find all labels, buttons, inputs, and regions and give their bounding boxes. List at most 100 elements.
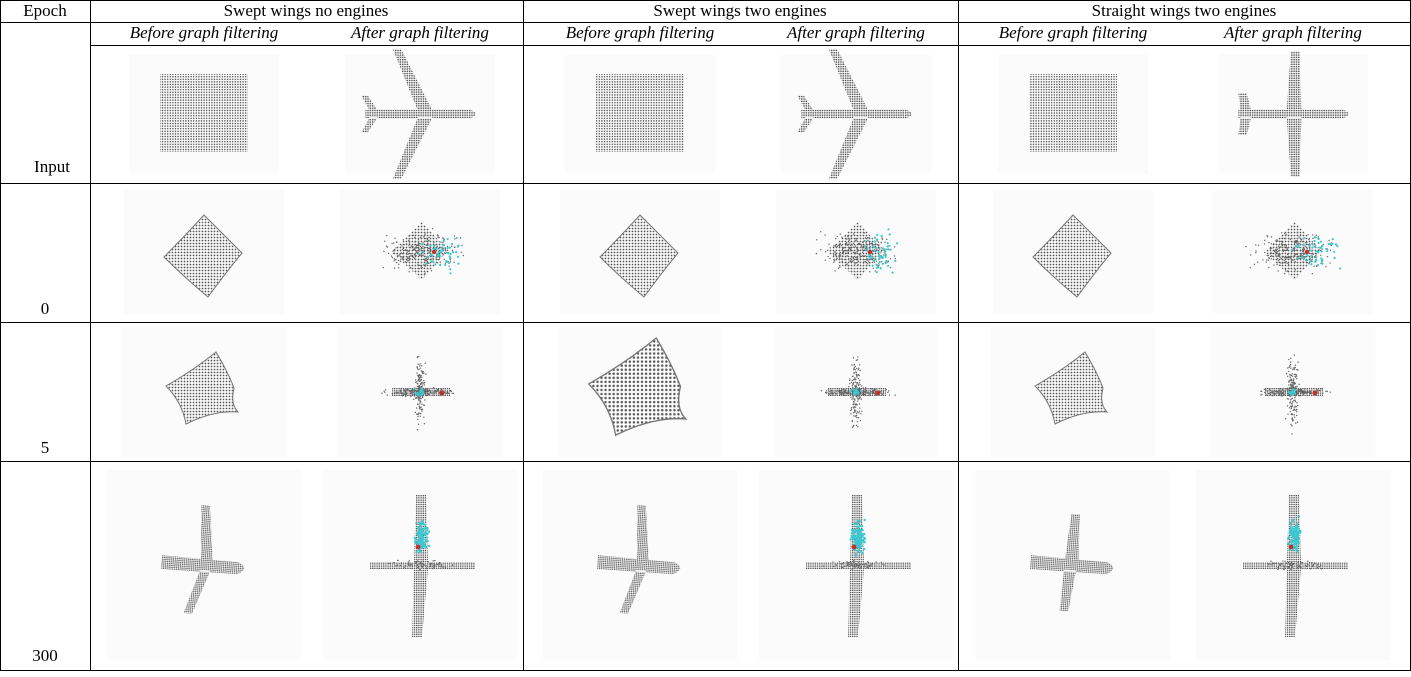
point bbox=[1288, 562, 1290, 565]
point bbox=[856, 383, 858, 385]
point bbox=[877, 250, 880, 254]
surface bbox=[1034, 351, 1109, 425]
point bbox=[425, 545, 428, 549]
point bbox=[449, 253, 452, 256]
point bbox=[407, 563, 410, 565]
point bbox=[391, 256, 394, 259]
point bbox=[1298, 564, 1300, 566]
point bbox=[860, 524, 864, 528]
point bbox=[393, 561, 395, 564]
point bbox=[820, 231, 822, 233]
point bbox=[1294, 386, 1296, 388]
point bbox=[854, 377, 856, 379]
point bbox=[855, 404, 857, 406]
point bbox=[1297, 561, 1299, 564]
point bbox=[861, 539, 864, 542]
point bbox=[438, 562, 441, 564]
point bbox=[415, 407, 418, 409]
point bbox=[1336, 245, 1339, 248]
point bbox=[438, 236, 440, 239]
point bbox=[853, 369, 855, 371]
point bbox=[421, 566, 423, 568]
point bbox=[1320, 254, 1322, 256]
point bbox=[854, 409, 856, 411]
point bbox=[442, 241, 444, 244]
point bbox=[1290, 381, 1293, 384]
point bbox=[1329, 242, 1332, 246]
row-label: 5 bbox=[41, 438, 50, 457]
point bbox=[1316, 566, 1318, 569]
point bbox=[417, 423, 420, 425]
point bbox=[397, 559, 399, 562]
point bbox=[1292, 409, 1294, 412]
point bbox=[408, 560, 410, 562]
point bbox=[397, 267, 400, 269]
point bbox=[862, 563, 864, 565]
point bbox=[881, 238, 884, 240]
point bbox=[884, 261, 888, 265]
point bbox=[1271, 563, 1273, 566]
point bbox=[858, 412, 860, 414]
point bbox=[432, 563, 434, 565]
point bbox=[876, 240, 878, 242]
point bbox=[856, 550, 860, 554]
point bbox=[1268, 266, 1270, 269]
point bbox=[419, 367, 421, 369]
point bbox=[884, 254, 887, 257]
point bbox=[1311, 260, 1313, 263]
point bbox=[390, 255, 393, 257]
point bbox=[1288, 407, 1291, 409]
point bbox=[420, 541, 424, 544]
point bbox=[857, 566, 860, 569]
point bbox=[399, 564, 402, 567]
point bbox=[1320, 246, 1323, 249]
point bbox=[1287, 391, 1291, 394]
point bbox=[841, 236, 843, 238]
point bbox=[419, 365, 421, 367]
point bbox=[420, 382, 422, 385]
point bbox=[859, 396, 861, 399]
point bbox=[857, 541, 861, 545]
point bbox=[1266, 254, 1268, 257]
point bbox=[1264, 251, 1266, 254]
point bbox=[853, 561, 855, 564]
point bbox=[389, 562, 392, 565]
point bbox=[856, 421, 859, 423]
point bbox=[1339, 267, 1342, 270]
point bbox=[855, 389, 859, 393]
point bbox=[857, 531, 860, 534]
point bbox=[419, 403, 421, 405]
point bbox=[446, 237, 449, 241]
point bbox=[881, 563, 883, 565]
point bbox=[893, 255, 896, 257]
point bbox=[1289, 385, 1292, 387]
point bbox=[1286, 566, 1288, 568]
point bbox=[1290, 534, 1293, 537]
point bbox=[877, 241, 880, 243]
point bbox=[421, 520, 425, 523]
point bbox=[837, 267, 840, 269]
point bbox=[853, 567, 855, 569]
point bbox=[881, 256, 884, 259]
point bbox=[384, 391, 386, 393]
point bbox=[457, 244, 460, 247]
point bbox=[425, 564, 427, 567]
point bbox=[1293, 383, 1295, 385]
point bbox=[1273, 264, 1275, 266]
point bbox=[420, 408, 423, 411]
point bbox=[860, 552, 864, 555]
point bbox=[849, 563, 851, 565]
point bbox=[850, 408, 853, 411]
point bbox=[451, 249, 454, 251]
point bbox=[447, 261, 451, 264]
point bbox=[427, 544, 431, 548]
point bbox=[424, 538, 428, 542]
point bbox=[1255, 252, 1257, 254]
point bbox=[832, 561, 834, 563]
point bbox=[440, 249, 443, 252]
point bbox=[863, 564, 866, 566]
point bbox=[1290, 394, 1293, 397]
point bbox=[1276, 263, 1278, 266]
point bbox=[416, 372, 418, 374]
point bbox=[820, 249, 822, 251]
